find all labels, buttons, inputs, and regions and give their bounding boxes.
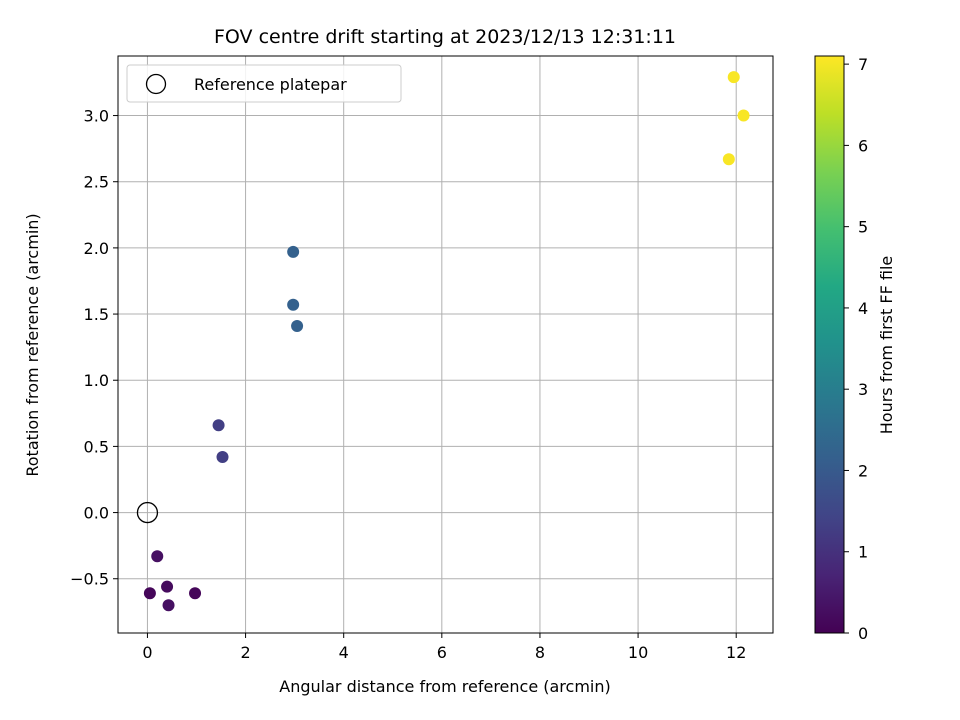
y-tick-label: 0.5 bbox=[84, 437, 109, 456]
data-point bbox=[287, 298, 300, 311]
x-tick-label: 12 bbox=[726, 643, 746, 662]
data-point bbox=[162, 599, 175, 612]
reference-layer bbox=[136, 501, 159, 524]
data-point bbox=[727, 71, 740, 84]
x-tick-label: 4 bbox=[339, 643, 349, 662]
chart-title: FOV centre drift starting at 2023/12/13 … bbox=[214, 26, 676, 48]
y-axis-ticks: −0.5 0.0 0.5 1.0 1.5 2.0 2.5 3.0 bbox=[70, 107, 118, 589]
data-point bbox=[151, 550, 164, 563]
x-axis-ticks: 0 2 4 6 8 10 12 bbox=[142, 633, 746, 662]
y-tick-label: 0.0 bbox=[84, 504, 109, 523]
y-tick-label: 3.0 bbox=[84, 107, 109, 126]
colorbar-tick-label: 4 bbox=[858, 299, 868, 318]
x-axis-label: Angular distance from reference (arcmin) bbox=[279, 677, 610, 696]
y-tick-label: 1.5 bbox=[84, 305, 109, 324]
colorbar-tick-label: 2 bbox=[858, 461, 868, 480]
legend: Reference platepar bbox=[126, 64, 402, 103]
data-point bbox=[737, 109, 750, 122]
y-tick-label: 2.5 bbox=[84, 173, 109, 192]
y-tick-label: −0.5 bbox=[70, 570, 109, 589]
legend-entry-label: Reference platepar bbox=[194, 75, 347, 94]
y-tick-label: 1.0 bbox=[84, 371, 109, 390]
x-tick-label: 0 bbox=[142, 643, 152, 662]
data-points bbox=[143, 71, 750, 612]
data-point bbox=[143, 587, 156, 600]
data-point bbox=[291, 319, 304, 332]
colorbar-label: Hours from first FF file bbox=[877, 256, 896, 435]
colorbar-tick-label: 5 bbox=[858, 218, 868, 237]
data-point bbox=[216, 450, 229, 463]
data-point bbox=[161, 580, 174, 593]
data-point bbox=[189, 587, 202, 600]
colorbar-frame bbox=[814, 55, 845, 634]
colorbar-tick-label: 0 bbox=[858, 624, 868, 643]
colorbar-tick-label: 1 bbox=[858, 543, 868, 562]
legend-box bbox=[126, 64, 402, 103]
grid bbox=[118, 56, 773, 633]
colorbar-gradient bbox=[815, 56, 844, 633]
x-tick-label: 10 bbox=[628, 643, 648, 662]
y-tick-label: 2.0 bbox=[84, 239, 109, 258]
x-tick-label: 6 bbox=[437, 643, 447, 662]
x-tick-label: 2 bbox=[240, 643, 250, 662]
plot-frame bbox=[117, 55, 774, 634]
y-axis-label: Rotation from reference (arcmin) bbox=[23, 213, 42, 476]
colorbar-tick-label: 7 bbox=[858, 55, 868, 74]
colorbar-ticks: 0 1 2 3 4 5 6 7 bbox=[844, 55, 868, 643]
data-point bbox=[212, 419, 225, 432]
x-tick-label: 8 bbox=[535, 643, 545, 662]
data-point bbox=[287, 245, 300, 258]
colorbar-tick-label: 6 bbox=[858, 136, 868, 155]
reference-platepar-marker bbox=[136, 501, 159, 524]
legend-marker-open-circle bbox=[145, 73, 167, 95]
colorbar: 0 1 2 3 4 5 6 7 Hours from first FF file bbox=[814, 55, 896, 643]
data-point bbox=[722, 153, 735, 166]
colorbar-tick-label: 3 bbox=[858, 380, 868, 399]
